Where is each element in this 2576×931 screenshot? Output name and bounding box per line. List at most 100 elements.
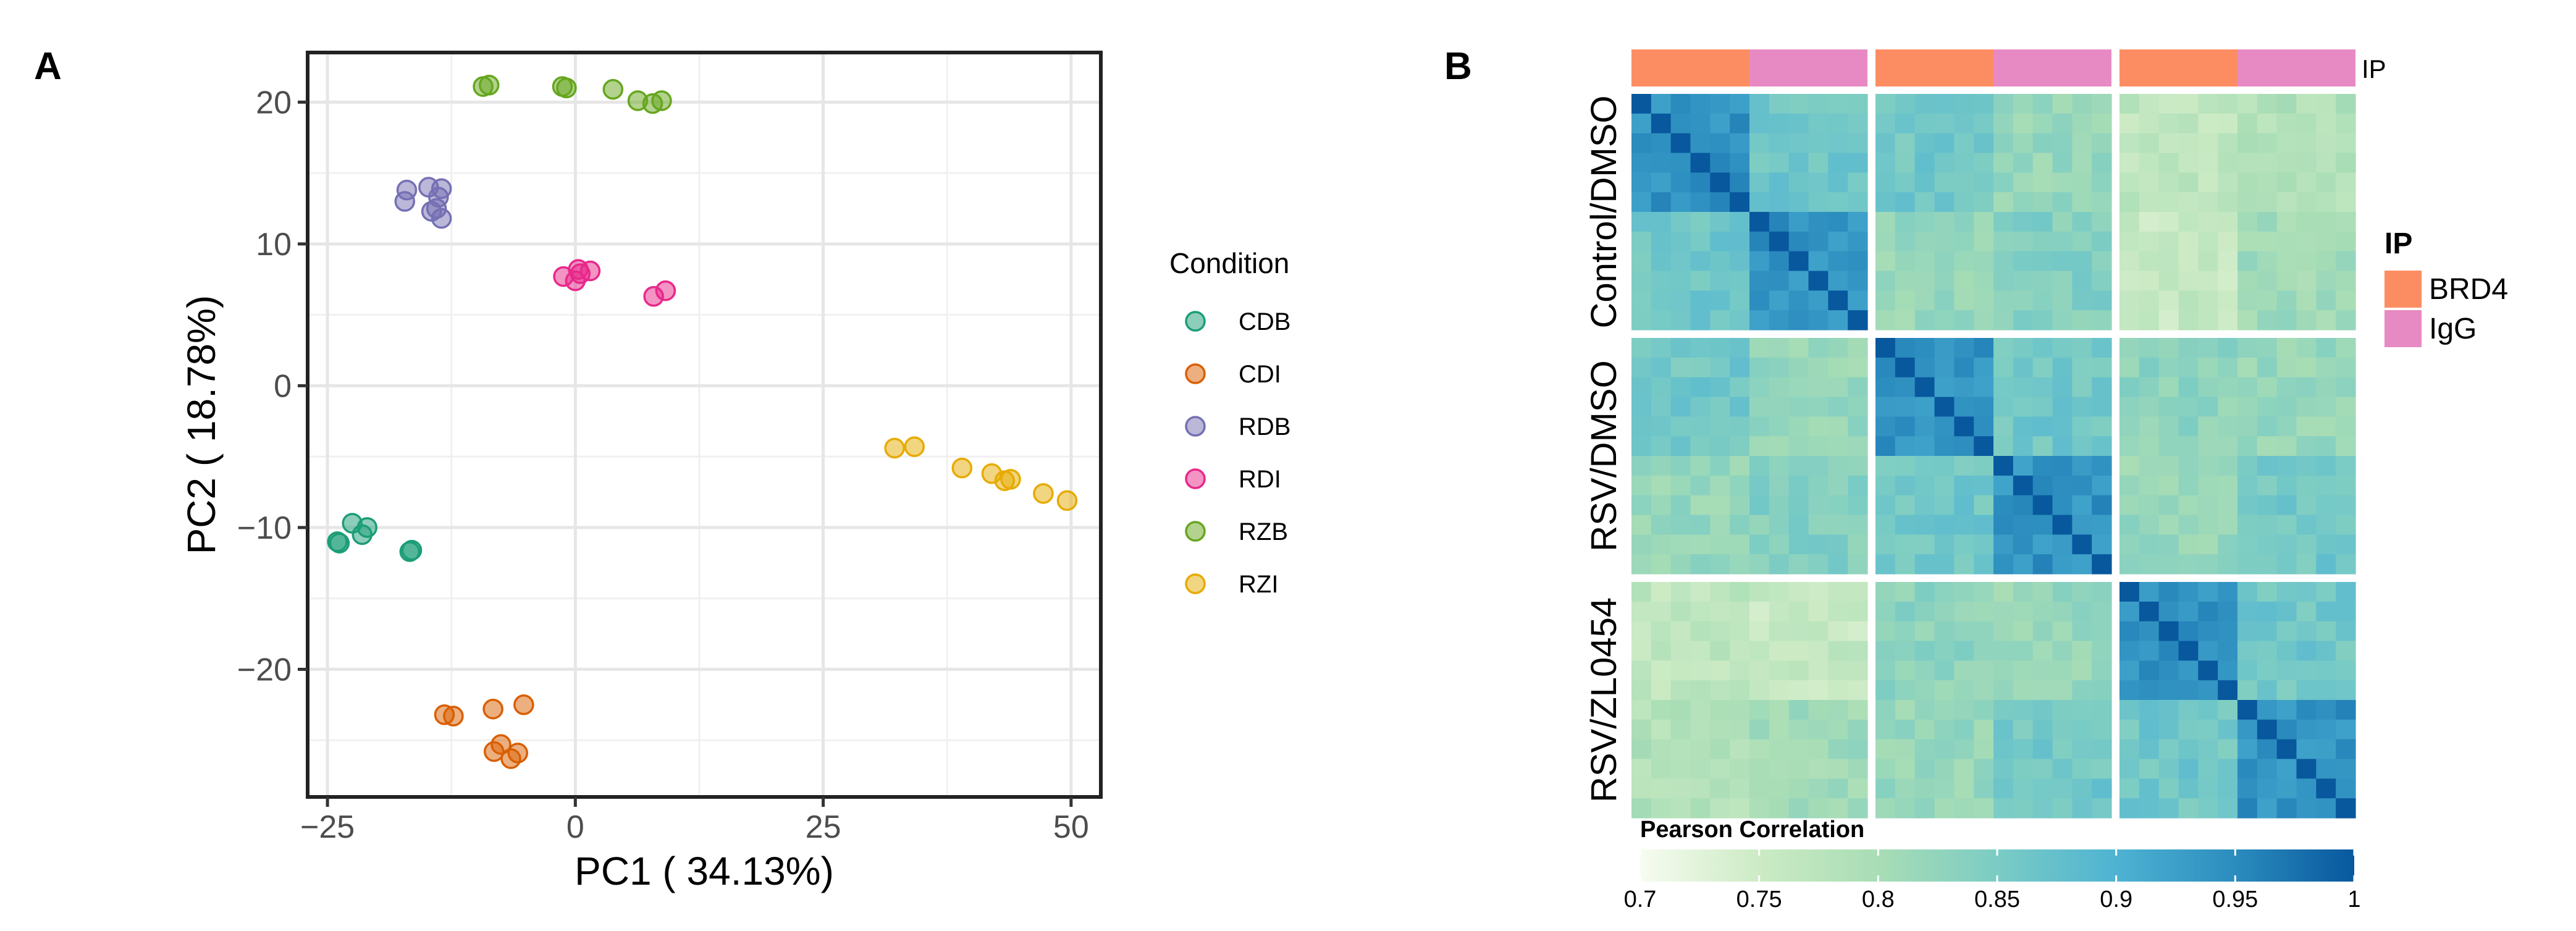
heatmap-cell [2052, 231, 2073, 252]
heatmap-cell [2198, 660, 2218, 681]
heatmap-cell [2139, 113, 2160, 134]
heatmap-cell [1730, 310, 1750, 331]
heatmap-cell [1954, 700, 1974, 720]
heatmap-cell [1934, 251, 1955, 272]
heatmap-cell [1808, 290, 1829, 311]
heatmap-cell [1914, 660, 1935, 681]
heatmap-cell [1730, 641, 1750, 661]
heatmap-cell [1848, 113, 1868, 134]
heatmap-cell [2276, 641, 2297, 661]
heatmap-cell [2119, 212, 2140, 232]
heatmap-cell [1875, 798, 1896, 819]
heatmap-cell [1749, 456, 1770, 476]
heatmap-cell [1690, 495, 1711, 516]
heatmap-cell [1631, 271, 1652, 291]
heatmap-cell [1730, 133, 1750, 154]
heatmap-cell [2296, 310, 2317, 331]
heatmap-cell [2092, 582, 2112, 602]
legend-label-rdb: RDB [1239, 413, 1290, 440]
heatmap-cell [1749, 759, 1770, 779]
heatmap-cell [1730, 515, 1750, 535]
heatmap-cell [1788, 759, 1809, 779]
legend-key-rdb [1185, 416, 1206, 437]
heatmap-cell [2052, 290, 2073, 311]
heatmap-cell [1690, 133, 1711, 154]
heatmap-cell [1710, 290, 1730, 311]
heatmap-cell [1710, 601, 1730, 622]
legend-key-cdb [1185, 311, 1206, 332]
heatmap-cell [2198, 377, 2218, 398]
heatmap-cell [1993, 660, 2014, 681]
legend-label-rzi: RZI [1239, 571, 1278, 598]
heatmap-cell [2257, 397, 2278, 417]
heatmap-cell [2336, 456, 2356, 476]
heatmap-cell [1875, 778, 1896, 799]
heatmap-cell [2316, 641, 2336, 661]
heatmap-cell [1974, 212, 1994, 232]
heatmap-cell [1730, 719, 1750, 740]
heatmap-cell [1730, 113, 1750, 134]
heatmap-cell [1631, 397, 1652, 417]
heatmap-cell [1993, 475, 2014, 496]
heatmap-cell [2032, 271, 2053, 291]
heatmap-cell [2198, 739, 2218, 760]
heatmap-cell [1808, 357, 1829, 378]
heatmap-cell [1631, 475, 1652, 496]
heatmap-cell [1808, 660, 1829, 681]
heatmap-cell [1914, 357, 1935, 378]
heatmap-cell [1954, 739, 1974, 760]
heatmap-cell [1848, 436, 1868, 457]
heatmap-cell [2198, 153, 2218, 173]
heatmap-cell [2092, 212, 2112, 232]
heatmap-cell [1848, 397, 1868, 417]
heatmap-cell [1788, 192, 1809, 213]
heatmap-cell [2072, 94, 2092, 114]
heatmap-cell [2119, 397, 2140, 417]
heatmap-cell [2198, 475, 2218, 496]
heatmap-cell [1788, 357, 1809, 378]
heatmap-cell [1914, 700, 1935, 720]
heatmap-cell [2158, 798, 2179, 819]
data-point-rdb [421, 201, 442, 222]
heatmap-cell [1895, 495, 1916, 516]
heatmap-cell [1690, 515, 1711, 535]
heatmap-cell [2052, 192, 2073, 213]
heatmap-cell [2316, 554, 2336, 575]
heatmap-cell [2336, 719, 2356, 740]
heatmap-cell [1828, 798, 1848, 819]
heatmap-cell [1710, 778, 1730, 799]
heatmap-cell [2257, 739, 2278, 760]
heatmap-cell [2072, 495, 2092, 516]
heatmap-cell [1749, 680, 1770, 701]
heatmap-cell [1914, 310, 1935, 331]
heatmap-cell [2218, 94, 2238, 114]
heatmap-cell [1875, 759, 1896, 779]
heatmap-cell [2119, 133, 2140, 154]
heatmap-cell [2013, 153, 2034, 173]
heatmap-cell [1875, 416, 1896, 437]
heatmap-cell [2032, 621, 2053, 642]
heatmap-cell [2139, 515, 2160, 535]
heatmap-cell [2218, 113, 2238, 134]
row-group-label: Control/DMSO [1584, 95, 1624, 328]
heatmap-cell [2237, 153, 2258, 173]
heatmap-cell [1690, 739, 1711, 760]
heatmap-cell [1848, 582, 1868, 602]
heatmap-cell [2276, 798, 2297, 819]
heatmap-cell [1954, 660, 1974, 681]
heatmap-cell [1769, 739, 1790, 760]
heatmap-cell [2336, 739, 2356, 760]
heatmap-cell [2237, 94, 2258, 114]
heatmap-cell [2072, 601, 2092, 622]
heatmap-cell [1914, 231, 1935, 252]
heatmap-cell [1710, 798, 1730, 819]
heatmap-cell [2119, 456, 2140, 476]
heatmap-cell [2257, 172, 2278, 193]
heatmap-cell [1749, 554, 1770, 575]
heatmap-cell [1808, 621, 1829, 642]
heatmap-cell [2276, 377, 2297, 398]
heatmap-cell [1848, 231, 1868, 252]
heatmap-cell [1808, 231, 1829, 252]
heatmap-cell [2218, 739, 2238, 760]
heatmap-cell [2276, 338, 2297, 358]
